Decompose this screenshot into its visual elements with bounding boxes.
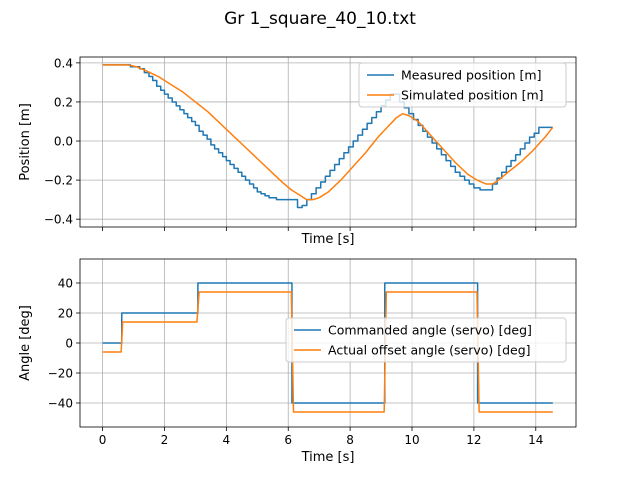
y-tick-label: −0.4 xyxy=(44,213,73,227)
x-tick-label: 2 xyxy=(161,433,169,447)
y-tick-label: −0.2 xyxy=(44,174,73,188)
y-tick-label: 0.0 xyxy=(54,135,73,149)
legend: Commanded angle (servo) [deg] Actual offs… xyxy=(285,317,567,363)
series-line-1 xyxy=(102,64,554,201)
legend-label-1: Simulated position [m] xyxy=(401,88,544,103)
y-tick-label: 20 xyxy=(58,307,73,321)
legend-label-1: Actual offset angle (servo) [deg] xyxy=(328,343,531,358)
y-tick-label: 0.2 xyxy=(54,95,73,109)
figure-title: Gr 1_square_40_10.txt xyxy=(224,9,416,29)
y-axis-label: Position [m] xyxy=(18,103,33,181)
bottom-chart: 0 2 4 6 8 10 12 14 −40 −20 0 20 40 Time [s] Angle [deg… xyxy=(18,258,577,465)
legend: Measured position [m] Simulated position … xyxy=(358,62,567,108)
legend-label-0: Commanded angle (servo) [deg] xyxy=(328,323,532,338)
axes-frame xyxy=(79,56,577,228)
x-tick-label: 8 xyxy=(346,433,354,447)
x-tick-label: 0 xyxy=(99,433,107,447)
x-tick-label: 4 xyxy=(223,433,231,447)
series-line-0 xyxy=(102,64,553,209)
x-tick-label: 12 xyxy=(466,433,481,447)
legend-box xyxy=(358,62,567,108)
y-tick-label: −20 xyxy=(48,367,73,381)
x-tick-label: 6 xyxy=(284,433,292,447)
x-tick-label: 10 xyxy=(404,433,419,447)
y-axis-label: Angle [deg] xyxy=(18,305,33,381)
x-axis-label: Time [s] xyxy=(301,450,355,465)
y-tick-label: −40 xyxy=(48,397,73,411)
series-group xyxy=(102,64,554,209)
legend-box xyxy=(285,317,567,363)
legend-label-0: Measured position [m] xyxy=(401,68,541,83)
x-tick-label: 14 xyxy=(528,433,543,447)
y-tick-label: 0.4 xyxy=(54,56,73,70)
top-chart: −0.4 −0.2 0.0 0.2 0.4 Time [s] Position [m] Mea… xyxy=(18,56,577,247)
x-axis-label: Time [s] xyxy=(301,232,355,247)
y-tick-label: 0 xyxy=(65,337,73,351)
y-tick-label: 40 xyxy=(58,277,73,291)
